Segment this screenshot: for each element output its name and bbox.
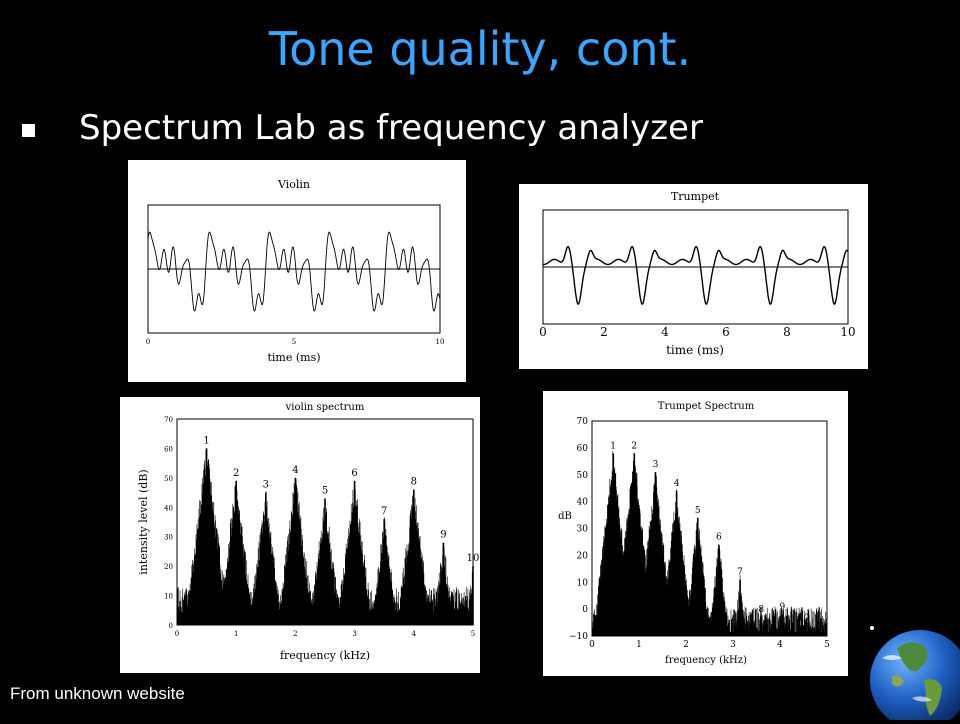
chart-title: violin spectrum [285,402,365,413]
x-tick-label: 0 [146,338,150,346]
noise-floor [591,451,828,636]
chart-title: Trumpet Spectrum [658,401,755,412]
x-tick-label: 5 [824,640,830,650]
peak-label: 6 [351,468,357,479]
y-tick-label: 30 [164,534,173,542]
x-tick-label: 8 [783,325,791,339]
y-tick-label: 60 [577,444,589,454]
y-axis-label: dB [558,511,572,522]
y-tick-label: 0 [169,622,173,630]
violin-spectrum-chart: violin spectrum frequency (kHz) intensit… [137,402,479,662]
bullet-square-icon [22,123,35,137]
peak-label: 2 [233,468,239,479]
x-tick-label: 2 [683,640,689,650]
peak-label: 9 [779,603,785,613]
x-tick-label: 2 [293,630,297,638]
peak-label: 9 [440,530,446,541]
x-axis-label: time (ms) [267,351,320,364]
peak-label: 7 [737,568,743,578]
x-tick-label: 2 [600,325,608,339]
x-axis-label: frequency (kHz) [665,655,747,666]
peak-label: 5 [695,506,701,516]
x-tick-label: 4 [777,640,783,650]
violin-spectrum-figure: violin spectrum frequency (kHz) intensit… [120,397,480,673]
trumpet-waveform-chart: Trumpet time (ms) 0 2 4 6 8 10 [539,190,855,357]
x-tick-label: 0 [175,630,179,638]
peaks: 1 2 3 4 5 6 7 8 9 10 [203,435,479,625]
x-tick-labels: 0 2 4 6 8 10 [539,325,855,339]
source-credit: From unknown website [10,684,185,703]
x-tick-label: 3 [352,630,356,638]
x-tick-label: 4 [412,630,417,638]
x-tick-label: 6 [722,325,730,339]
trumpet-waveform-figure: Trumpet time (ms) 0 2 4 6 8 10 [519,184,868,369]
peak-label: 6 [716,533,722,543]
peaks: 1 2 3 4 5 6 7 8 9 10 [610,441,809,636]
y-tick-label: 10 [164,593,173,601]
y-tick-label: 40 [577,498,589,508]
x-tick-label: 1 [636,640,642,650]
x-tick-label: 0 [589,640,595,650]
y-tick-label: 50 [164,475,173,483]
peak-label: 10 [467,553,480,564]
peak-label: 8 [411,477,417,488]
x-tick-label: 1 [234,630,238,638]
peak-label: 1 [203,435,209,446]
peak-label: 2 [631,441,637,451]
trumpet-spectrum-chart: Trumpet Spectrum frequency (kHz) dB 0 1 2 3… [558,401,830,666]
earth-globe-icon [862,618,960,724]
x-tick-labels: 0 5 10 [146,338,445,346]
x-tick-label: 10 [840,325,855,339]
slide-title: Tone quality, cont. [268,22,692,76]
trumpet-wave-line [542,245,849,305]
x-tick-label: 5 [292,338,296,346]
bullet-item: Spectrum Lab as frequency analyzer [22,104,703,152]
bullet-text: Spectrum Lab as frequency analyzer [79,108,703,148]
x-tick-label: 10 [436,338,445,346]
peak-label: 3 [263,480,269,491]
peak-label: 10 [798,613,810,623]
chart-title: Violin [277,178,310,191]
y-tick-label: 70 [164,416,173,424]
x-tick-label: 0 [539,325,547,339]
x-tick-label: 5 [471,630,475,638]
x-tick-label: 4 [661,325,669,339]
violin-wave-line [147,231,441,312]
x-tick-label: 3 [730,640,736,650]
y-tick-label: 60 [164,445,173,453]
chart-title: Trumpet [671,190,720,203]
y-axis-label: intensity level (dB) [137,469,150,574]
violin-waveform-figure: Violin time (ms) 0 5 10 [128,160,466,382]
y-tick-label: 20 [577,551,589,561]
y-tick-label: 20 [164,563,173,571]
peak-label: 5 [322,485,328,496]
peak-label: 8 [758,605,764,615]
peak-label: 4 [292,465,298,476]
violin-waveform-chart: Violin time (ms) 0 5 10 [146,178,445,364]
noise-floor [176,449,474,625]
peak-label: 4 [674,479,680,489]
y-tick-label: 50 [577,471,589,481]
trumpet-spectrum-figure: Trumpet Spectrum frequency (kHz) dB 0 1 2 3… [543,391,848,676]
peak-label: 1 [610,441,616,451]
y-tick-label: 70 [577,417,589,427]
y-tick-label: −10 [569,632,588,642]
y-tick-label: 10 [577,578,589,588]
peak-label: 3 [653,460,659,470]
peak-label: 7 [381,506,387,517]
y-tick-label: 30 [577,525,589,535]
y-tick-label: 40 [164,504,173,512]
y-tick-label: 0 [582,605,588,615]
x-axis-label: time (ms) [666,343,724,357]
x-axis-label: frequency (kHz) [280,649,370,662]
